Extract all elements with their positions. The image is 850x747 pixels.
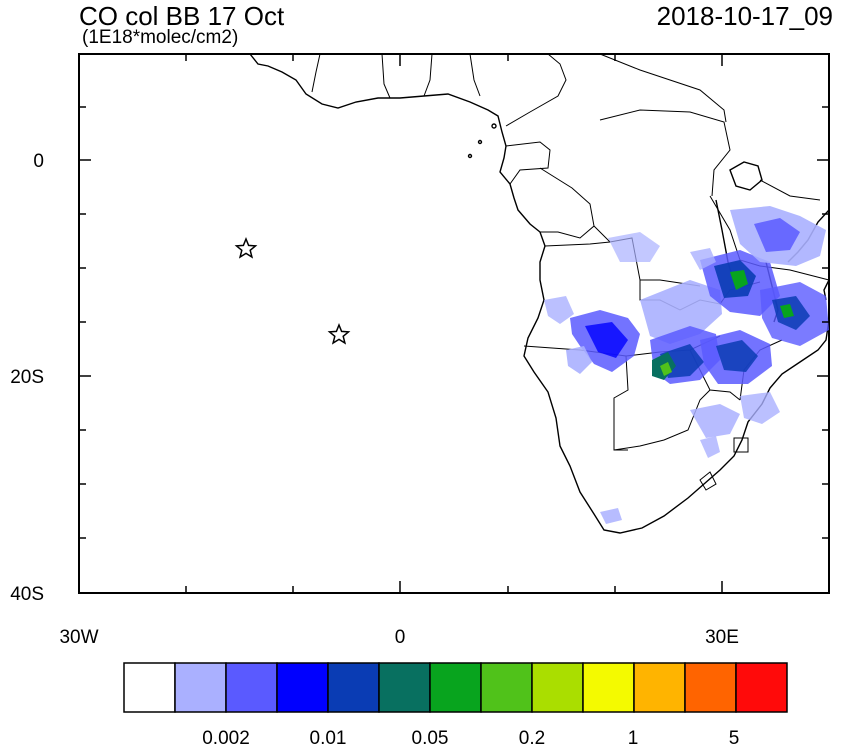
colorbar-label: 0.2: [519, 728, 545, 747]
colorbar-label: 1: [628, 728, 639, 747]
map-title: CO col BB 17 Oct: [79, 1, 285, 31]
colorbar-swatch: [735, 662, 788, 713]
colorbar-swatch: [225, 662, 278, 713]
x-tick-30e: 30E: [705, 627, 739, 648]
colorbar-swatch: [582, 662, 635, 713]
colorbar-swatch: [123, 662, 176, 713]
colorbar-swatch: [429, 662, 482, 713]
colorbar-swatch: [633, 662, 686, 713]
colorbar-swatch: [327, 662, 380, 713]
colorbar: [123, 662, 788, 713]
tick-marks: [79, 53, 829, 593]
colorbar-swatch: [684, 662, 737, 713]
star-marker-1: [234, 237, 258, 259]
y-tick-20s: 20S: [10, 367, 44, 388]
colorbar-swatch: [276, 662, 329, 713]
co-plumes: [544, 206, 829, 524]
y-tick-0: 0: [33, 151, 44, 172]
colorbar-label: 0.01: [310, 728, 347, 747]
colorbar-labels: 0.002 0.01 0.05 0.2 1 5: [202, 728, 739, 747]
map-plot-area: [78, 53, 830, 594]
y-tick-40s: 40S: [10, 584, 44, 605]
x-tick-30w: 30W: [59, 627, 98, 648]
colorbar-swatch: [531, 662, 584, 713]
axis-labels: 0 20S 40S 30W 0 30E: [10, 151, 739, 648]
datetime-label: 2018-10-17_09: [656, 1, 833, 31]
units-label: (1E18*molec/cm2): [82, 27, 239, 48]
colorbar-swatch: [378, 662, 431, 713]
star-markers: [234, 237, 351, 345]
colorbar-label: 5: [729, 728, 740, 747]
x-tick-0: 0: [395, 627, 406, 648]
colorbar-swatch: [480, 662, 533, 713]
star-marker-2: [327, 323, 351, 345]
colorbar-swatch: [174, 662, 227, 713]
colorbar-label: 0.05: [412, 728, 449, 747]
colorbar-label: 0.002: [202, 728, 250, 747]
